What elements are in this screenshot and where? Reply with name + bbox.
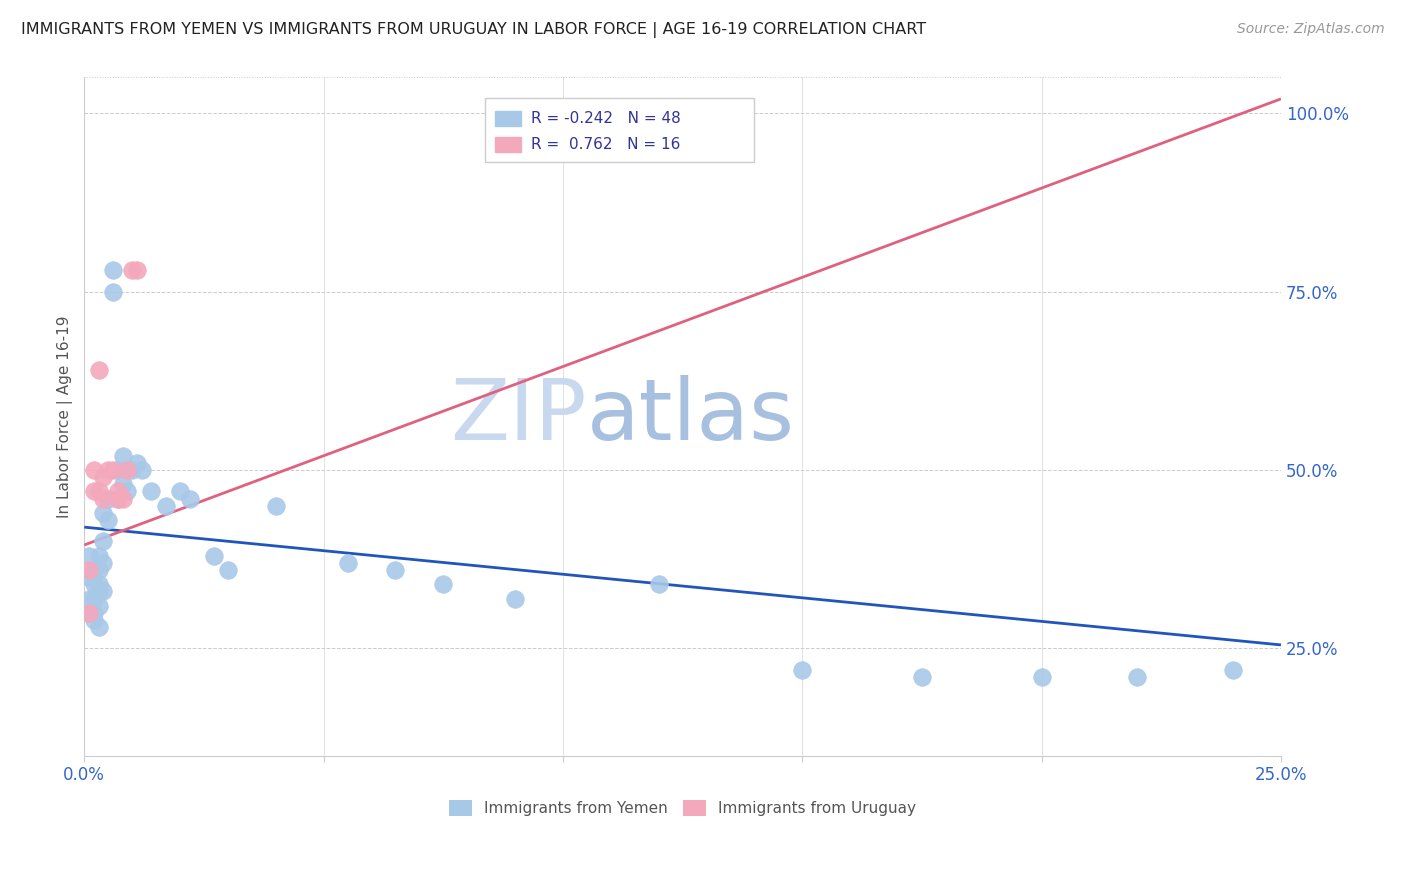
Point [93, 506, 115, 520]
Point [87, 549, 110, 563]
Point [87, 484, 110, 499]
Point [101, 285, 124, 299]
Point [131, 463, 153, 477]
Point [217, 563, 239, 577]
Point [202, 549, 225, 563]
Point [111, 491, 134, 506]
Point [93, 534, 115, 549]
Point [83, 563, 105, 577]
Point [179, 491, 201, 506]
Point [107, 491, 129, 506]
Point [87, 563, 110, 577]
Point [911, 670, 934, 684]
Point [125, 263, 148, 277]
Point [503, 591, 526, 606]
Point [77, 563, 100, 577]
Legend: Immigrants from Yemen, Immigrants from Uruguay: Immigrants from Yemen, Immigrants from U… [443, 794, 922, 822]
FancyBboxPatch shape [485, 98, 755, 162]
Point [97, 463, 120, 477]
Point [121, 463, 143, 477]
Point [125, 456, 148, 470]
Point [97, 491, 120, 506]
Point [83, 484, 105, 499]
Point [121, 263, 143, 277]
Point [141, 484, 163, 499]
Point [101, 463, 124, 477]
Point [77, 606, 100, 620]
Point [384, 563, 406, 577]
Point [93, 584, 115, 599]
Point [77, 591, 100, 606]
Point [87, 363, 110, 377]
Point [117, 463, 139, 477]
Point [97, 513, 120, 527]
Text: Source: ZipAtlas.com: Source: ZipAtlas.com [1237, 22, 1385, 37]
Point [111, 477, 134, 491]
Point [87, 577, 110, 591]
Point [87, 620, 110, 634]
Text: R = -0.242   N = 48: R = -0.242 N = 48 [530, 111, 681, 126]
Text: R =  0.762   N = 16: R = 0.762 N = 16 [530, 136, 681, 152]
Text: atlas: atlas [586, 375, 794, 458]
Point [93, 470, 115, 484]
Text: ZIP: ZIP [450, 375, 586, 458]
Point [107, 491, 129, 506]
Point [1126, 670, 1149, 684]
Point [83, 613, 105, 627]
Bar [495, 111, 522, 126]
Point [93, 556, 115, 570]
Point [93, 491, 115, 506]
Point [77, 570, 100, 584]
Point [647, 577, 669, 591]
Point [77, 549, 100, 563]
Point [111, 449, 134, 463]
Point [117, 484, 139, 499]
Point [83, 577, 105, 591]
Text: IMMIGRANTS FROM YEMEN VS IMMIGRANTS FROM URUGUAY IN LABOR FORCE | AGE 16-19 CORR: IMMIGRANTS FROM YEMEN VS IMMIGRANTS FROM… [21, 22, 927, 38]
Point [1031, 670, 1053, 684]
Point [87, 599, 110, 613]
Bar [495, 136, 522, 152]
Point [101, 263, 124, 277]
Point [155, 499, 177, 513]
Point [792, 663, 814, 677]
Point [107, 484, 129, 499]
Point [83, 591, 105, 606]
Point [1222, 663, 1244, 677]
Point [169, 484, 191, 499]
Point [77, 606, 100, 620]
Point [336, 556, 359, 570]
Point [83, 606, 105, 620]
Point [83, 463, 105, 477]
Point [432, 577, 454, 591]
Y-axis label: In Labor Force | Age 16-19: In Labor Force | Age 16-19 [58, 315, 73, 517]
Point [87, 584, 110, 599]
Point [264, 499, 287, 513]
Point [107, 463, 129, 477]
